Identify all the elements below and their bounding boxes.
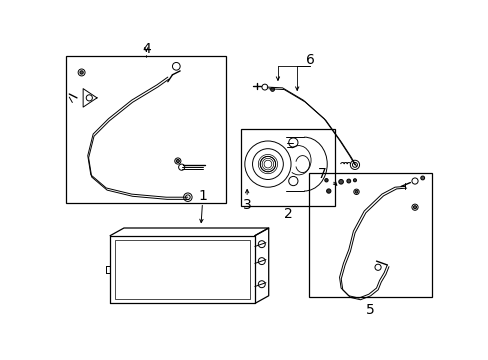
Text: 5: 5	[365, 303, 374, 317]
Text: 6: 6	[305, 53, 314, 67]
Text: 7: 7	[318, 167, 326, 181]
Bar	[115, 240, 250, 299]
Bar	[308, 172, 431, 297]
Circle shape	[354, 190, 357, 193]
Circle shape	[353, 179, 356, 182]
Bar	[241, 130, 334, 206]
Text: 2: 2	[283, 207, 292, 221]
Circle shape	[346, 179, 350, 183]
Circle shape	[338, 180, 343, 184]
Circle shape	[326, 189, 330, 193]
Circle shape	[420, 176, 424, 180]
Circle shape	[413, 206, 416, 209]
Bar	[66, 55, 226, 203]
Text: 1: 1	[198, 189, 206, 203]
Circle shape	[176, 159, 179, 163]
Circle shape	[270, 87, 274, 91]
Circle shape	[324, 179, 327, 182]
Circle shape	[80, 71, 83, 74]
Text: 3: 3	[242, 198, 251, 212]
Text: 4: 4	[142, 42, 150, 57]
